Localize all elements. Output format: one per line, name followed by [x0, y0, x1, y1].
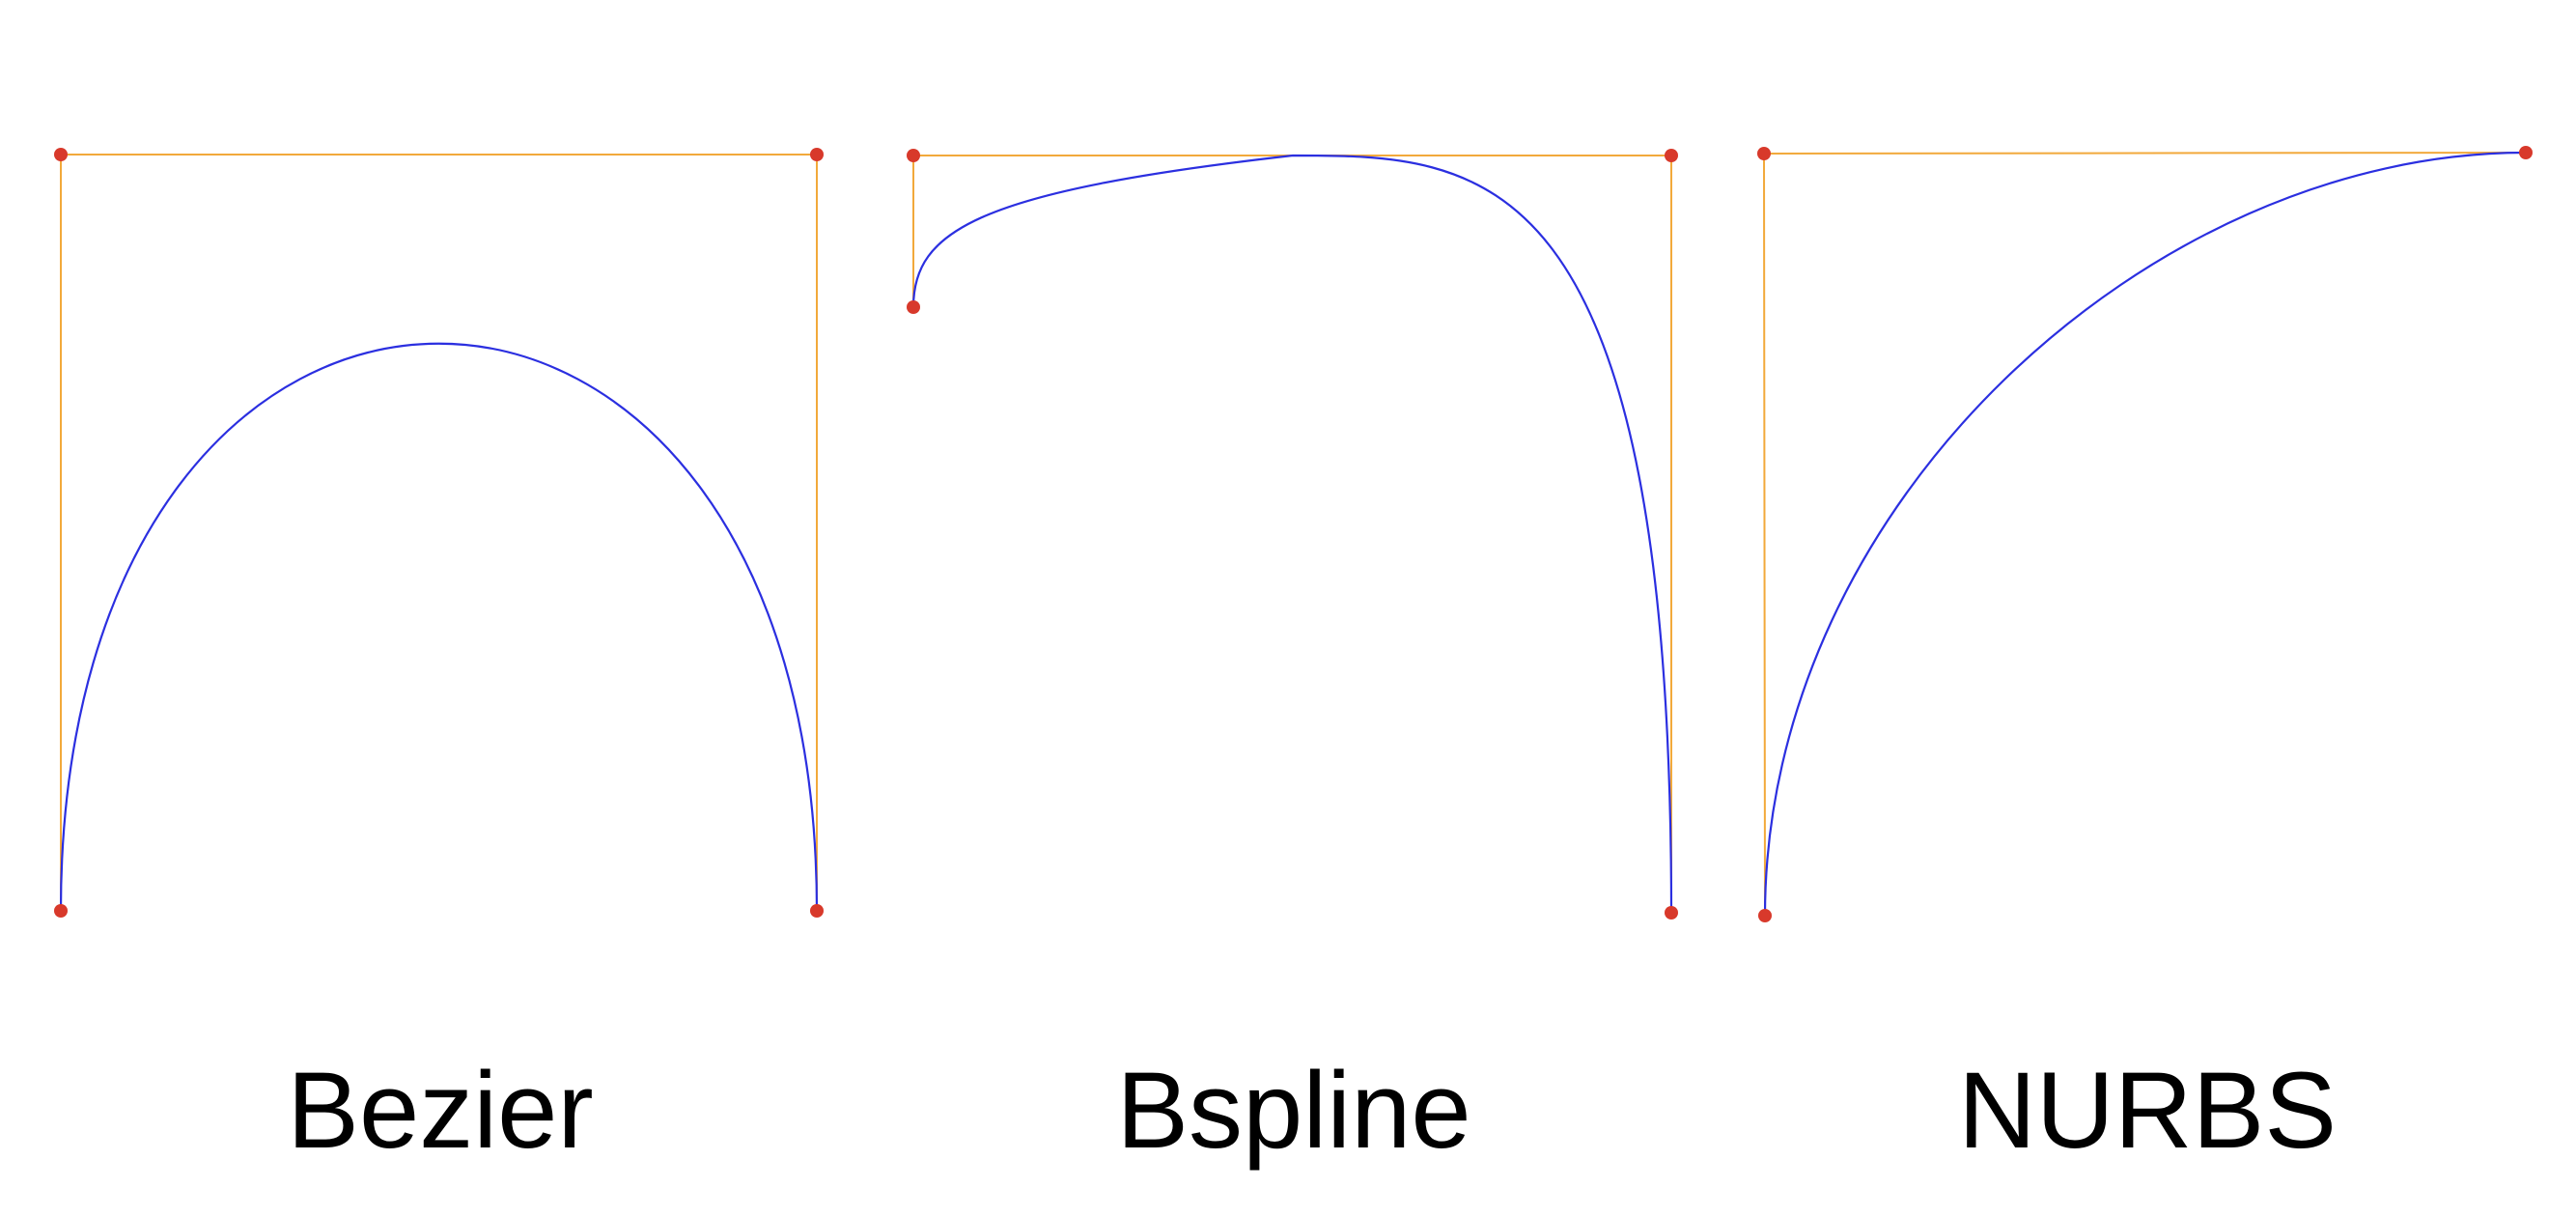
bspline-control-point-3: [1665, 149, 1678, 162]
bspline-label: Bspline: [1116, 1050, 1471, 1171]
bspline-control-point-4: [1665, 906, 1678, 920]
bezier-curve: [59, 342, 819, 912]
nurbs-control-points: [1757, 146, 2533, 922]
bezier-control-point-2: [54, 148, 68, 161]
bspline-control-point-2: [907, 149, 920, 162]
nurbs-control-point-1: [1758, 909, 1772, 922]
nurbs-curve: [1763, 151, 2527, 917]
bezier-control-point-3: [810, 148, 824, 161]
bezier-label: Bezier: [287, 1050, 594, 1171]
bspline-control-polygon: [912, 155, 1672, 913]
bspline-curve: [911, 154, 1673, 914]
bezier-control-polygon-visible: [60, 154, 818, 911]
bspline-panel: [907, 149, 1678, 920]
bezier-panel: [54, 148, 824, 918]
bezier-control-point-4: [810, 904, 824, 918]
nurbs-control-point-3: [2519, 146, 2533, 159]
nurbs-control-point-2: [1757, 147, 1771, 160]
bezier-control-point-1: [54, 904, 68, 918]
nurbs-panel: [1757, 146, 2533, 922]
bezier-control-points: [54, 148, 824, 918]
bspline-control-points: [907, 149, 1678, 920]
nurbs-label: NURBS: [1957, 1050, 2338, 1171]
bspline-control-point-1: [907, 300, 920, 314]
